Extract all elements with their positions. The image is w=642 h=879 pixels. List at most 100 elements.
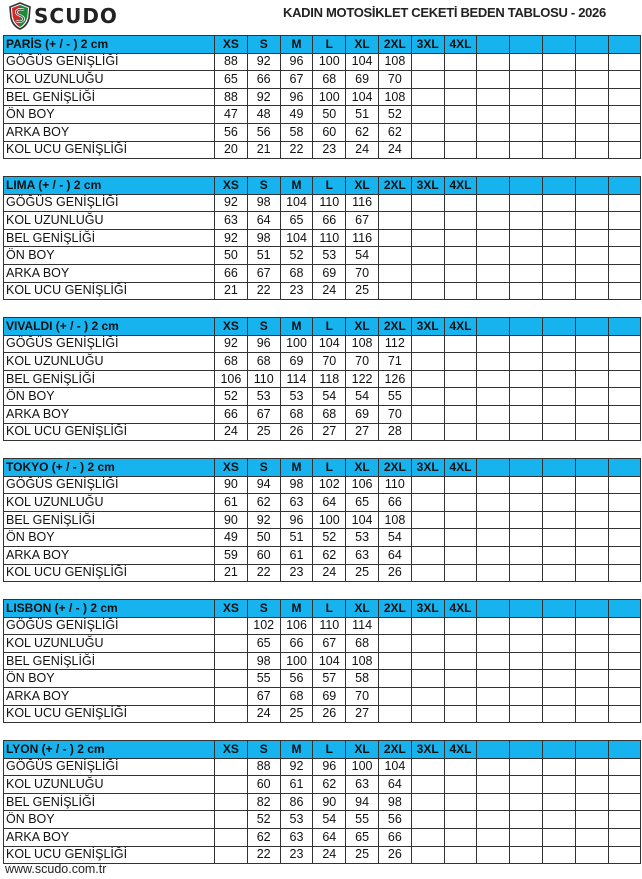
measurement-value [443,228,478,248]
empty-cell [509,228,543,248]
measurement-value [443,352,478,371]
measurement-label: ARKA BOY [3,263,215,283]
measurement-value: 52 [214,387,248,406]
table-row: BEL GENİŞLİĞİ 106 110 114 118 122 126 [3,369,642,389]
measurement-value: 67 [246,404,281,424]
measurement-value: 64 [312,493,347,512]
measurement-value: 25 [279,704,314,724]
measurement-value [410,757,445,777]
measurement-value: 63 [345,545,379,565]
measurement-label: ÖN BOY [3,669,215,688]
size-header: XL [345,599,379,618]
model-name: TOKYO (+ / - ) 2 cm [3,458,215,477]
measurement-label: KOL UZUNLUĞU [3,493,215,512]
size-header: 3XL [410,176,445,195]
measurement-value: 104 [377,757,412,777]
empty-cell [509,528,543,547]
empty-cell [541,176,576,195]
measurement-value: 52 [377,105,412,124]
measurement-value: 50 [312,105,347,124]
empty-cell [541,475,576,495]
empty-cell [541,105,576,124]
table-row: KOL UCU GENİŞLİĞİ 21 22 23 24 25 26 [3,563,642,583]
empty-cell [541,193,576,213]
empty-cell [541,827,576,847]
measurement-value [443,404,478,424]
empty-cell [509,740,543,759]
measurement-value: 100 [279,651,314,671]
empty-cell [541,352,576,371]
measurement-value: 68 [312,404,347,424]
size-header: M [279,317,314,336]
size-header: 4XL [443,35,478,54]
measurement-label: KOL UCU GENİŞLİĞİ [3,422,215,442]
size-header: M [279,176,314,195]
measurement-value: 67 [345,211,379,230]
empty-cell [476,634,511,653]
empty-cell [607,87,642,107]
empty-cell [476,52,511,72]
empty-cell [509,105,543,124]
measurement-value: 70 [377,70,412,89]
measurement-value [377,263,412,283]
measurement-value: 122 [345,369,379,389]
empty-cell [476,475,511,495]
empty-cell [509,87,543,107]
empty-cell [476,810,511,829]
measurement-value: 82 [246,792,281,812]
measurement-value: 92 [214,193,248,213]
empty-cell [476,493,511,512]
measurement-value: 53 [279,387,314,406]
empty-cell [574,317,609,336]
table-row: BEL GENİŞLİĞİ 90 92 96 100 104 108 [3,510,642,530]
empty-cell [607,599,642,618]
empty-cell [607,70,642,89]
empty-cell [574,563,609,583]
measurement-value [377,704,412,724]
measurement-value: 104 [345,510,379,530]
empty-cell [574,510,609,530]
measurement-value: 51 [279,528,314,547]
empty-cell [476,105,511,124]
measurement-value: 26 [377,845,412,865]
measurement-value [443,563,478,583]
measurement-value: 66 [214,404,248,424]
measurement-label: KOL UZUNLUĞU [3,70,215,89]
empty-cell [541,669,576,688]
empty-cell [574,458,609,477]
measurement-value: 24 [345,140,379,160]
measurement-value [410,193,445,213]
empty-cell [541,740,576,759]
measurement-value: 66 [279,634,314,653]
table-row: ÖN BOY 55 56 57 58 [3,669,642,688]
measurement-value [377,634,412,653]
measurement-value: 66 [214,263,248,283]
empty-cell [509,281,543,301]
empty-cell [607,686,642,706]
empty-cell [574,87,609,107]
size-table: TOKYO (+ / - ) 2 cm XS S M L XL 2XL 3XL 4XL GÖĞÜS… [3,458,642,583]
empty-cell [541,246,576,265]
empty-cell [541,387,576,406]
empty-cell [541,810,576,829]
empty-cell [509,193,543,213]
table-row: ÖN BOY 50 51 52 53 54 [3,246,642,265]
table-row: KOL UZUNLUĞU 60 61 62 63 64 [3,775,642,794]
measurement-value: 54 [312,810,347,829]
shield-icon [9,2,31,30]
empty-cell [509,651,543,671]
table-row: BEL GENİŞLİĞİ 82 86 90 94 98 [3,792,642,812]
measurement-value: 106 [345,475,379,495]
website-link[interactable]: www.scudo.com.tr [5,862,107,876]
measurement-label: KOL UZUNLUĞU [3,634,215,653]
measurement-value [410,246,445,265]
measurement-label: GÖĞÜS GENİŞLİĞİ [3,193,215,213]
empty-cell [509,510,543,530]
measurement-value: 62 [246,493,281,512]
empty-cell [607,634,642,653]
empty-cell [574,140,609,160]
measurement-value: 24 [246,704,281,724]
measurement-value: 24 [214,422,248,442]
measurement-label: GÖĞÜS GENİŞLİĞİ [3,334,215,354]
size-header: M [279,740,314,759]
